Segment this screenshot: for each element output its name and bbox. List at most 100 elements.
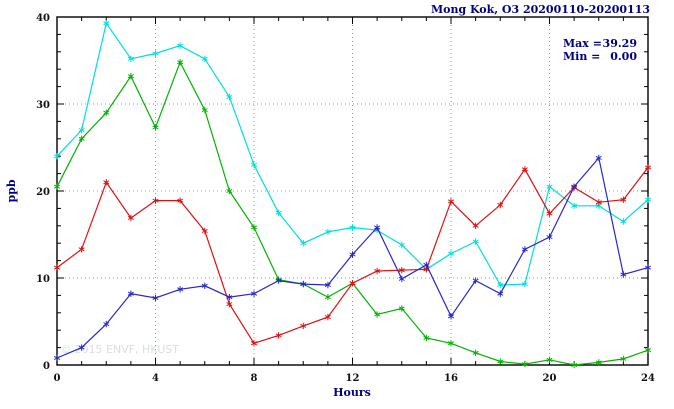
marker-red <box>620 196 627 203</box>
marker-red <box>447 198 455 205</box>
marker-red <box>595 199 602 206</box>
marker-cyan <box>53 153 61 160</box>
marker-cyan <box>152 50 159 57</box>
marker-green <box>472 349 479 356</box>
marker-red <box>324 313 331 321</box>
marker-red <box>521 166 528 173</box>
marker-red <box>177 197 184 204</box>
marker-blue <box>324 281 331 289</box>
marker-green <box>127 73 134 80</box>
y-tick-label: 40 <box>36 13 50 24</box>
marker-blue <box>644 264 652 271</box>
marker-red <box>201 227 208 235</box>
x-axis-label: Hours <box>333 386 371 399</box>
marker-red <box>226 300 233 308</box>
x-tick-label: 8 <box>251 373 258 384</box>
marker-cyan <box>472 238 479 245</box>
marker-green <box>571 361 578 369</box>
marker-red <box>644 164 652 171</box>
marker-blue <box>374 224 381 231</box>
marker-red <box>127 214 134 222</box>
marker-cyan <box>546 183 553 190</box>
marker-blue <box>447 313 455 320</box>
marker-blue <box>546 233 553 241</box>
marker-blue <box>250 290 258 297</box>
marker-blue <box>349 251 356 258</box>
marker-cyan <box>571 202 578 209</box>
max-annotation-label: Max = <box>563 37 602 50</box>
marker-red <box>300 322 307 330</box>
plot-area: 0 4 8 12 16 20 24 0 10 20 30 40 <box>36 13 655 384</box>
marker-blue <box>53 354 61 362</box>
marker-green <box>152 124 159 131</box>
marker-blue <box>497 290 504 297</box>
marker-blue <box>571 183 578 190</box>
marker-cyan <box>620 218 627 225</box>
marker-green <box>447 340 455 347</box>
marker-blue <box>423 261 430 269</box>
marker-green <box>423 334 430 342</box>
marker-red <box>53 264 61 271</box>
marker-blue <box>595 154 602 162</box>
marker-red <box>349 280 356 287</box>
marker-green <box>226 187 233 195</box>
marker-cyan <box>226 93 233 101</box>
x-tick-label: 16 <box>444 373 458 384</box>
x-tick-label: 24 <box>641 373 655 384</box>
marker-cyan <box>644 196 652 203</box>
marker-cyan <box>177 42 184 49</box>
marker-green <box>324 293 331 301</box>
marker-cyan <box>300 240 307 247</box>
marker-red <box>398 267 405 274</box>
marker-cyan <box>349 224 356 231</box>
marker-green <box>53 183 61 190</box>
marker-cyan <box>103 20 110 27</box>
min-annotation-label: Min = <box>563 50 600 63</box>
chart-title: Mong Kok, O3 20200110-20200113 <box>431 3 650 16</box>
marker-cyan <box>447 250 455 257</box>
marker-cyan <box>78 126 85 134</box>
marker-blue <box>201 282 208 289</box>
min-annotation-value: 0.00 <box>610 50 637 63</box>
marker-green <box>177 59 184 66</box>
y-tick-label: 20 <box>36 187 50 198</box>
marker-cyan <box>201 55 208 62</box>
y-tick-label: 0 <box>43 361 50 372</box>
marker-red <box>472 222 479 229</box>
marker-red <box>152 197 159 204</box>
marker-blue <box>300 280 307 288</box>
marker-green <box>497 358 504 365</box>
marker-green <box>374 311 381 318</box>
marker-green <box>398 305 405 312</box>
marker-blue <box>226 293 233 301</box>
marker-red <box>103 179 110 186</box>
x-tick-label: 20 <box>543 373 557 384</box>
x-tick-label: 4 <box>152 373 159 384</box>
marker-cyan <box>398 241 405 249</box>
marker-green <box>620 355 627 363</box>
x-tick-label: 12 <box>346 373 360 384</box>
marker-red <box>250 340 258 347</box>
marker-blue <box>620 271 627 278</box>
y-tick-label: 10 <box>36 274 50 285</box>
marker-green <box>546 356 553 363</box>
marker-cyan <box>497 281 504 289</box>
marker-blue <box>472 277 479 284</box>
marker-red <box>78 246 85 253</box>
marker-blue <box>177 286 184 293</box>
x-tick-label: 0 <box>54 373 61 384</box>
marker-green <box>250 224 258 231</box>
marker-green <box>644 347 652 354</box>
marker-blue <box>78 344 85 351</box>
marker-cyan <box>127 55 134 62</box>
marker-red <box>497 201 504 209</box>
marker-green <box>201 106 208 114</box>
marker-blue <box>152 294 159 302</box>
y-tick-label: 30 <box>36 100 50 111</box>
marker-blue <box>275 277 282 284</box>
marker-blue <box>127 290 134 297</box>
marker-red <box>275 332 282 339</box>
marker-green <box>595 359 602 366</box>
marker-cyan <box>275 209 282 216</box>
